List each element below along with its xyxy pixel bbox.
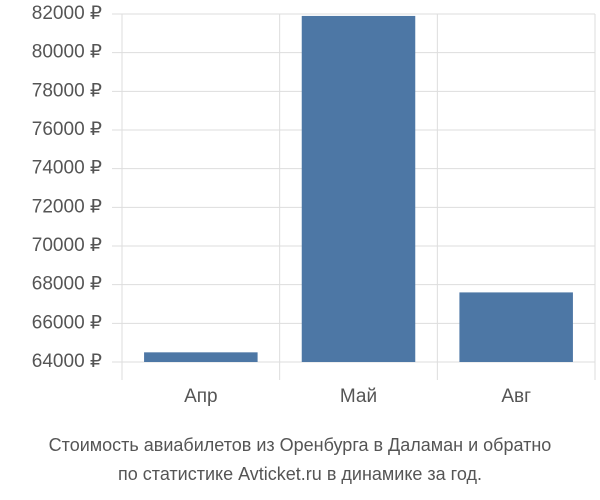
y-tick-label: 72000 ₽	[32, 196, 102, 217]
x-tick-label: Авг	[501, 386, 531, 407]
y-tick-label: 70000 ₽	[32, 235, 102, 256]
y-tick-label: 76000 ₽	[32, 119, 102, 140]
y-tick-label: 64000 ₽	[32, 351, 102, 372]
chart-title: Стоимость авиабилетов из Оренбурга в Дал…	[49, 435, 552, 455]
x-tick-label: Май	[340, 386, 377, 407]
y-tick-label: 66000 ₽	[32, 312, 102, 333]
y-tick-label: 80000 ₽	[32, 42, 102, 63]
y-tick-label: 78000 ₽	[32, 80, 102, 101]
bar	[301, 15, 416, 363]
y-tick-label: 82000 ₽	[32, 3, 102, 24]
bar	[459, 292, 573, 362]
y-tick-label: 68000 ₽	[32, 274, 102, 295]
bar	[144, 352, 258, 362]
y-tick-label: 74000 ₽	[32, 158, 102, 179]
chart-title: по статистике Avticket.ru в динамике за …	[118, 464, 482, 484]
x-tick-label: Апр	[184, 386, 218, 407]
